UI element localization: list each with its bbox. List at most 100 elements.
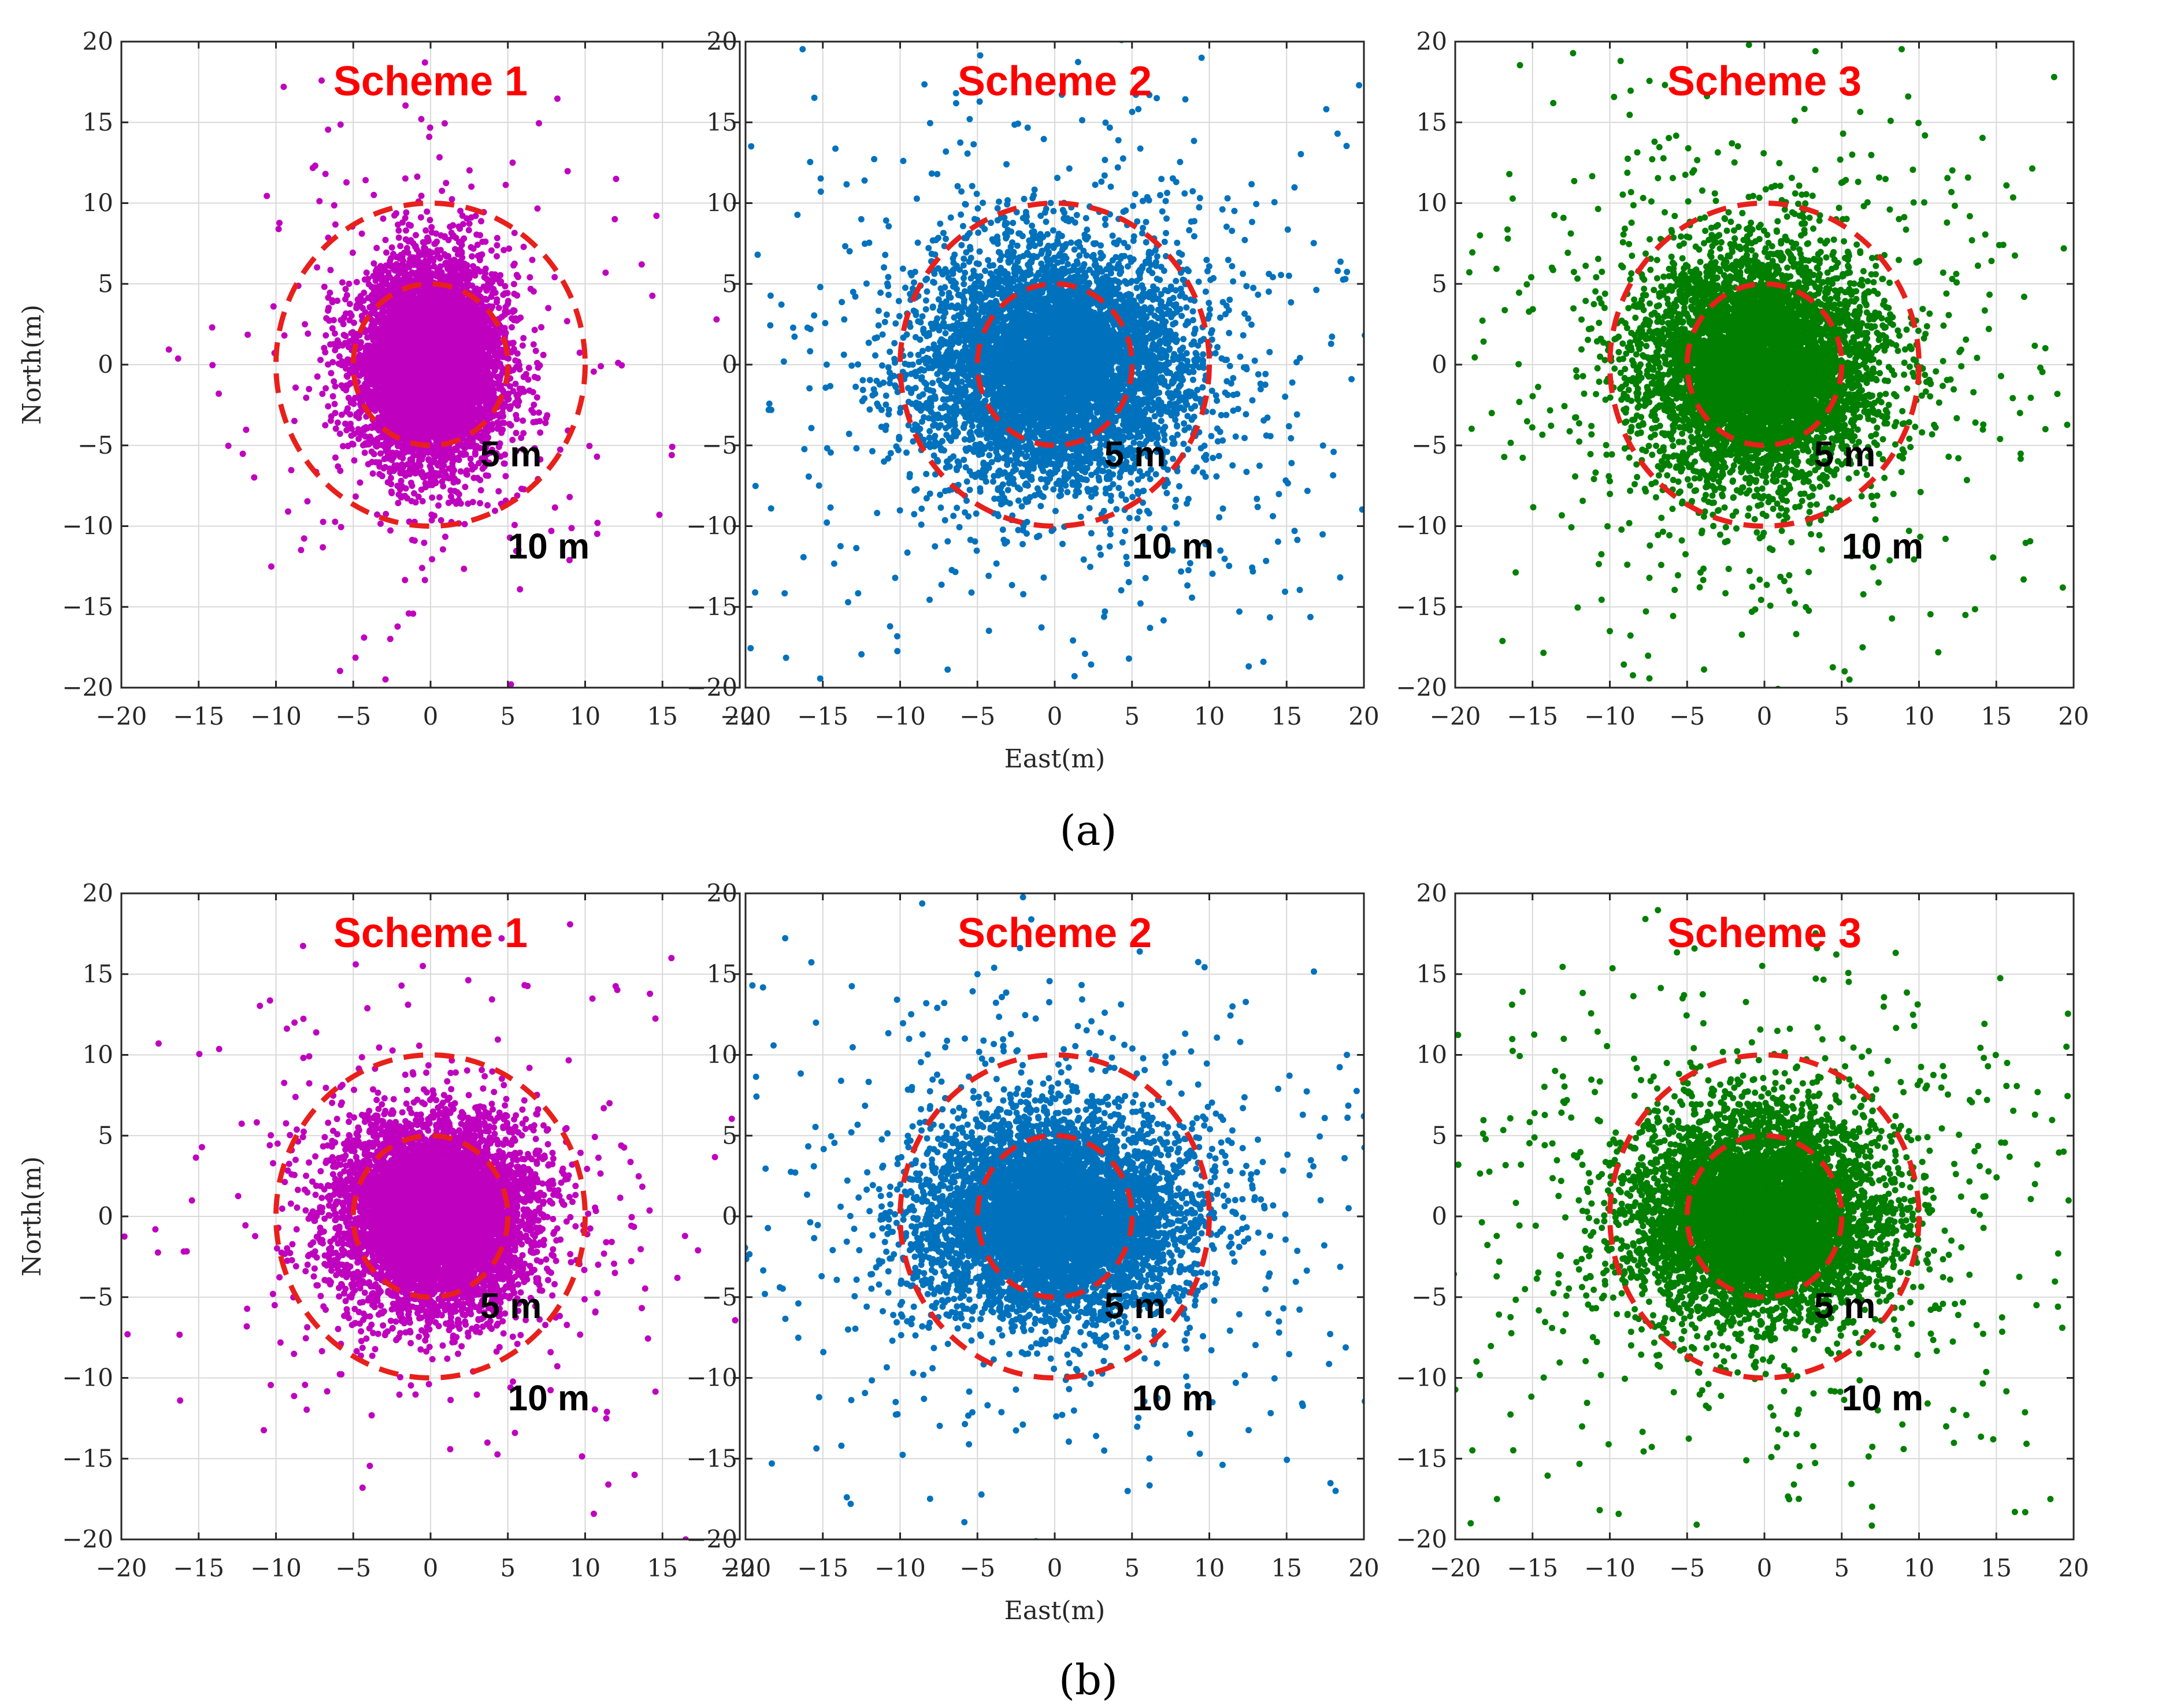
scatter-point [343,179,350,186]
scatter-point [356,429,363,436]
scatter-point [482,265,489,272]
scatter-point [329,325,336,332]
scatter-point [439,187,446,194]
scatter-point [484,502,491,509]
scatter-point [499,365,505,372]
scatter-point [482,431,488,437]
scatter-point [427,217,433,224]
scatter-point [351,457,358,464]
scatter-point [485,345,492,352]
scatter-point [352,654,359,661]
scatter-point [488,294,495,300]
scatter-point [281,332,288,339]
scatter-point [415,493,422,500]
scatter-point [454,478,461,485]
scatter-point [175,355,181,362]
scatter-point [340,443,346,450]
scatter-point [514,350,521,357]
scatter-point [594,453,600,460]
scatter-point [346,300,353,307]
scatter-point [494,253,500,259]
scatter-point [533,418,540,425]
scatter-point [361,450,368,456]
scatter-point [495,305,502,311]
scatter-point [432,240,439,247]
scatter-point [422,480,429,487]
scatter-point [436,154,443,161]
scatter-point [342,340,348,347]
scatter-point [403,227,409,234]
scatter-point [369,470,376,477]
scatter-point [365,398,372,405]
scatter-point [436,255,443,262]
scatter-point [450,222,457,229]
scatter-point [470,245,477,252]
scatter-point [464,279,471,285]
scatter-point [421,539,428,546]
scatter-point [461,521,468,528]
scatter-point [653,213,660,219]
scatter-point [451,446,458,452]
scatter-point [264,192,270,199]
scatter-point [321,283,328,290]
scatter-point [526,387,533,394]
scatter-point [505,395,512,402]
scatter-point [402,102,409,109]
scatter-point [536,409,542,416]
scatter-point [325,361,332,368]
scatter-point [414,173,421,180]
scatter-point [511,522,518,528]
scatter-point [451,488,458,495]
scatter-point [437,232,444,239]
scatter-point [209,324,216,331]
scatter-point [429,494,436,501]
scatter-point [288,467,295,474]
scatter-point [332,383,339,390]
scatter-point [513,392,520,399]
scatter-point [418,192,425,199]
scatter-point [372,268,379,274]
scatter-point [649,292,656,299]
scatter-point [509,315,516,322]
scatter-point [380,215,387,222]
scatter-point [349,249,356,256]
scatter-point [209,362,216,369]
scatter-point [470,474,477,481]
scatter-point [495,340,502,347]
scatter-point [557,446,563,453]
scatter-point [497,453,504,460]
scatter-point [521,486,527,493]
scatter-point [346,280,353,287]
scatter-point [542,420,549,426]
scatter-point [540,351,547,358]
scatter-point [492,380,499,387]
scatter-point [528,407,535,414]
scatter-point [462,484,469,491]
scatter-point [590,368,597,375]
scatter-point [602,269,609,276]
scatter-point [419,498,426,504]
scatter-point [464,467,470,474]
scatter-point [517,586,524,593]
scatter-point [466,220,473,227]
scatter-point [421,59,428,66]
scatter-point [485,472,491,479]
scatter-point [452,291,459,298]
scatter-point [638,261,645,268]
scatter-point [397,470,404,477]
scatter-point [445,499,452,506]
scatter-point [383,249,390,256]
scatter-point [476,460,482,467]
scatter-point [551,274,558,281]
scatter-point [387,527,394,534]
scatter-point [512,380,519,387]
scatter-point [492,271,499,278]
scatter-point [535,364,542,371]
scatter-point [566,493,573,500]
scatter-point [402,577,409,584]
scatter-point [306,385,313,392]
scatter-point [318,77,325,84]
scatter-point [468,183,475,190]
scatter-point [513,411,520,418]
